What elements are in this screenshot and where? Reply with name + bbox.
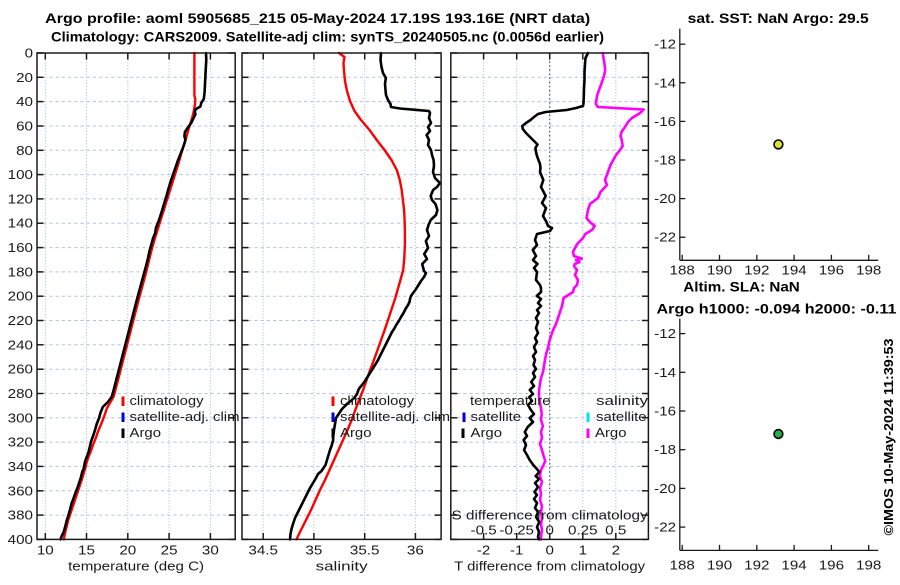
svg-text:-12: -12 (654, 327, 676, 341)
svg-text:194: 194 (781, 558, 806, 572)
svg-text:Argo: Argo (130, 426, 162, 440)
svg-text:60: 60 (16, 120, 33, 134)
svg-text:20: 20 (119, 544, 136, 558)
svg-text:40: 40 (16, 95, 33, 109)
svg-text:salinity: salinity (316, 560, 369, 574)
svg-text:Argo h1000: -0.094 h2000: -0.1: Argo h1000: -0.094 h2000: -0.11 (657, 301, 897, 316)
svg-text:-0.5: -0.5 (471, 524, 497, 538)
svg-text:196: 196 (819, 558, 844, 572)
svg-text:-12: -12 (654, 38, 676, 52)
svg-text:Argo: Argo (340, 426, 372, 440)
svg-text:192: 192 (744, 558, 769, 572)
svg-text:satellite-adj. clim: satellite-adj. clim (130, 410, 240, 424)
svg-text:Argo: Argo (471, 426, 503, 440)
svg-text:320: 320 (8, 436, 33, 450)
svg-text:climatology: climatology (340, 394, 415, 408)
svg-text:198: 198 (856, 558, 881, 572)
svg-text:-18: -18 (654, 443, 676, 457)
svg-text:0: 0 (546, 524, 554, 538)
svg-text:220: 220 (8, 314, 33, 328)
svg-text:0.5: 0.5 (605, 524, 626, 538)
svg-text:10: 10 (37, 544, 54, 558)
svg-text:160: 160 (8, 241, 33, 255)
svg-text:climatology: climatology (130, 394, 205, 408)
svg-text:20: 20 (16, 71, 33, 85)
svg-text:-18: -18 (654, 154, 676, 168)
svg-text:temperature: temperature (470, 394, 551, 408)
svg-text:300: 300 (8, 411, 33, 425)
svg-text:Altim. SLA: NaN: Altim. SLA: NaN (683, 280, 800, 295)
svg-text:400: 400 (8, 533, 33, 547)
svg-text:0: 0 (546, 544, 554, 558)
svg-text:35: 35 (305, 544, 322, 558)
svg-text:satellite-adj. clim: satellite-adj. clim (340, 410, 450, 424)
svg-text:340: 340 (8, 460, 33, 474)
svg-text:35.5: 35.5 (350, 544, 380, 558)
svg-text:Argo: Argo (595, 426, 627, 440)
svg-text:-14: -14 (654, 76, 676, 90)
svg-text:25: 25 (161, 544, 178, 558)
svg-text:satellite: satellite (471, 410, 522, 424)
svg-text:190: 190 (707, 264, 732, 278)
svg-text:satellite: satellite (596, 410, 647, 424)
svg-text:100: 100 (8, 168, 33, 182)
svg-text:192: 192 (744, 264, 769, 278)
svg-text:-14: -14 (654, 366, 676, 380)
svg-text:0.25: 0.25 (568, 524, 598, 538)
svg-text:190: 190 (707, 558, 732, 572)
svg-text:140: 140 (8, 217, 33, 231)
svg-text:temperature (deg C): temperature (deg C) (68, 560, 204, 574)
svg-text:15: 15 (78, 544, 95, 558)
svg-text:188: 188 (670, 558, 695, 572)
svg-text:Argo profile: aoml 5905685_215: Argo profile: aoml 5905685_215 05-May-20… (45, 11, 590, 26)
svg-text:-22: -22 (654, 521, 676, 535)
svg-text:196: 196 (819, 264, 844, 278)
svg-text:194: 194 (781, 264, 806, 278)
svg-text:36: 36 (407, 544, 424, 558)
svg-text:34.5: 34.5 (248, 544, 278, 558)
svg-text:380: 380 (8, 509, 33, 523)
svg-text:-1: -1 (510, 544, 523, 558)
svg-text:-2: -2 (477, 544, 490, 558)
svg-text:0: 0 (25, 47, 33, 61)
svg-text:-20: -20 (654, 482, 676, 496)
svg-text:198: 198 (856, 264, 881, 278)
svg-text:salinity: salinity (596, 394, 649, 408)
svg-text:80: 80 (16, 144, 33, 158)
svg-text:sat. SST: NaN Argo: 29.5: sat. SST: NaN Argo: 29.5 (688, 11, 869, 26)
svg-text:30: 30 (202, 544, 219, 558)
svg-text:1: 1 (579, 544, 587, 558)
svg-text:©IMOS 10-May-2024 11:39:53: ©IMOS 10-May-2024 11:39:53 (881, 339, 896, 536)
svg-text:240: 240 (8, 338, 33, 352)
svg-text:2: 2 (612, 544, 620, 558)
svg-text:188: 188 (670, 264, 695, 278)
svg-text:-0.25: -0.25 (499, 524, 534, 538)
svg-text:120: 120 (8, 192, 33, 206)
svg-text:180: 180 (8, 265, 33, 279)
svg-text:-22: -22 (654, 231, 676, 245)
svg-text:200: 200 (8, 290, 33, 304)
svg-text:280: 280 (8, 387, 33, 401)
svg-text:T difference from climatology: T difference from climatology (454, 560, 646, 574)
svg-text:S difference from climatology: S difference from climatology (452, 509, 649, 523)
svg-text:Climatology: CARS2009. Satelli: Climatology: CARS2009. Satellite-adj cli… (51, 30, 604, 45)
svg-text:360: 360 (8, 484, 33, 498)
svg-text:-16: -16 (654, 115, 676, 129)
svg-text:-16: -16 (654, 405, 676, 419)
svg-text:-20: -20 (654, 192, 676, 206)
svg-text:260: 260 (8, 363, 33, 377)
